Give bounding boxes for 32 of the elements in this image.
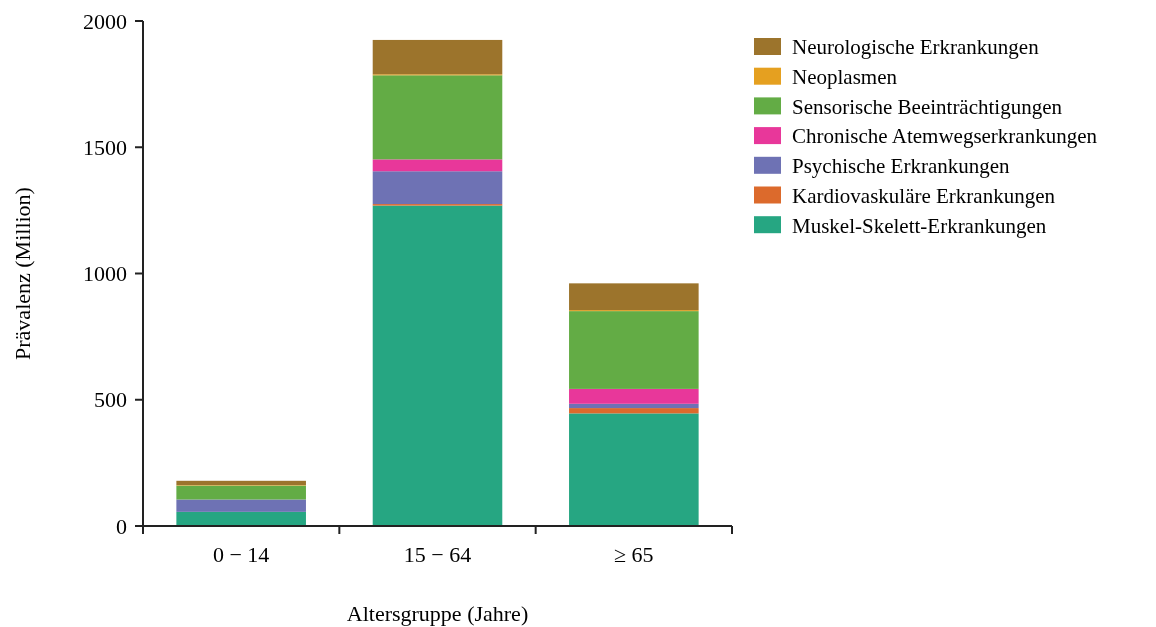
x-tick-label: 0 − 14 (212, 542, 270, 567)
x-tick-label: 15 − 64 (403, 542, 472, 567)
y-tick-label: 500 (94, 387, 127, 413)
legend-label: Neurologische Erkrankungen (792, 35, 1040, 60)
legend-label: Sensorische Beeinträchtigungen (792, 94, 1063, 119)
y-axis-title: Prävalenz (Million) (10, 187, 35, 360)
bar (372, 75, 503, 160)
bar (372, 171, 503, 205)
bar (176, 485, 306, 500)
bar (569, 408, 699, 414)
legend-label: Psychische Erkrankungen (792, 154, 1011, 179)
y-tick-label: 1000 (83, 261, 127, 287)
x-tick-label: ≥ 65 (614, 542, 654, 567)
y-tick-label: 0 (116, 513, 127, 539)
bar (569, 311, 699, 389)
bar (372, 159, 503, 172)
legend-label: Neoplasmen (792, 65, 898, 90)
bar (569, 283, 699, 311)
bar (176, 480, 306, 486)
bar (372, 39, 503, 75)
legend-label: Kardiovaskuläre Erkrankungen (792, 183, 1056, 208)
bar (176, 499, 306, 512)
x-axis-title: Altersgruppe (Jahre) (346, 601, 529, 626)
bar (569, 388, 699, 404)
y-tick-label: 1500 (83, 134, 127, 160)
bar (569, 413, 699, 526)
bar (176, 511, 306, 526)
y-tick-label: 2000 (83, 8, 127, 34)
bar (569, 403, 699, 409)
legend-label: Chronische Atemwegserkrankungen (792, 124, 1098, 149)
legend-label: Muskel-Skelett-Erkrankungen (792, 213, 1047, 238)
bar (372, 205, 503, 526)
